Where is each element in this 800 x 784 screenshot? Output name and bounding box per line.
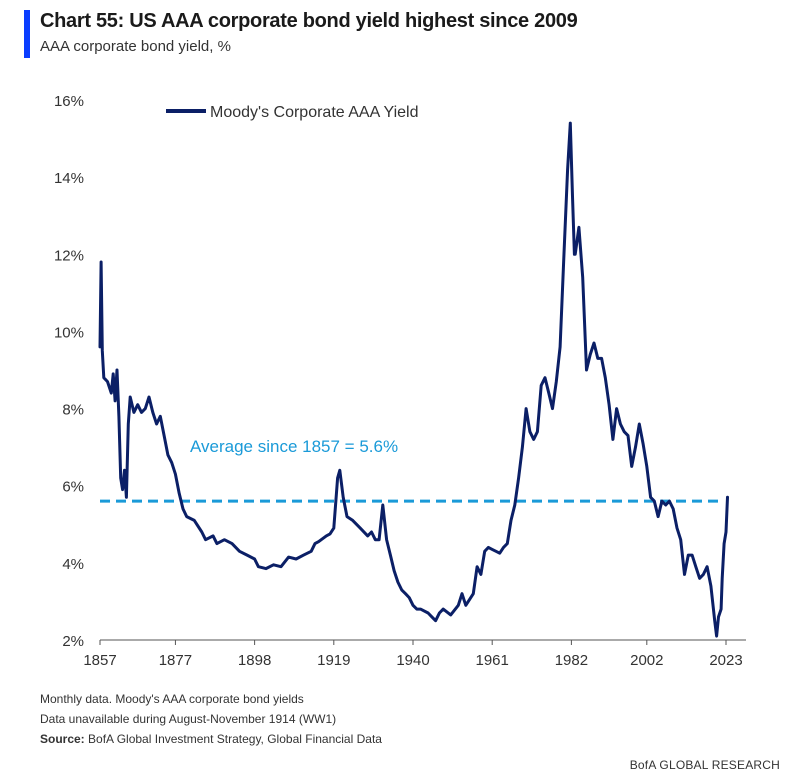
x-tick-label: 1940 (396, 652, 429, 669)
series-line-moodys-aaa (98, 121, 729, 638)
y-tick-label: 14% (54, 170, 84, 187)
brand-label: BofA GLOBAL RESEARCH (629, 758, 780, 772)
average-layer: Average since 1857 = 5.6% (100, 437, 724, 503)
x-tick-label: 2023 (709, 652, 742, 669)
x-tick-label: 1857 (83, 652, 116, 669)
average-annotation: Average since 1857 = 5.6% (190, 437, 398, 456)
series-layer (98, 121, 729, 638)
source-label: Source: (40, 732, 85, 746)
y-tick-label: 12% (54, 247, 84, 264)
chart-title: Chart 55: US AAA corporate bond yield hi… (40, 10, 578, 32)
footnote-data: Monthly data. Moody's AAA corporate bond… (40, 692, 304, 706)
y-tick-label: 8% (62, 402, 84, 419)
footnote-gap: Data unavailable during August-November … (40, 712, 337, 726)
x-tick-label: 1877 (159, 652, 192, 669)
source-text: BofA Global Investment Strategy, Global … (84, 732, 382, 746)
chart-subtitle: AAA corporate bond yield, % (40, 38, 231, 55)
x-tick-label: 1898 (238, 652, 271, 669)
x-tick-label: 2002 (630, 652, 663, 669)
y-tick-label: 6% (62, 479, 84, 496)
y-tick-label: 4% (62, 556, 84, 573)
legend-label: Moody's Corporate AAA Yield (210, 104, 419, 121)
axes-layer: 2% 4% 6% 8% 10% 12% 14% 16% 1857 1877 1898 1919 1940… (54, 93, 746, 669)
legend: Moody's Corporate AAA Yield (166, 104, 419, 121)
x-tick-label: 1961 (476, 652, 509, 669)
y-tick-label: 16% (54, 93, 84, 110)
y-tick-label: 2% (62, 633, 84, 650)
x-tick-label: 1982 (555, 652, 588, 669)
x-tick-label: 1919 (317, 652, 350, 669)
accent-bar (24, 10, 30, 58)
y-tick-label: 10% (54, 324, 84, 341)
footnote-source: Source: BofA Global Investment Strategy,… (40, 732, 382, 746)
